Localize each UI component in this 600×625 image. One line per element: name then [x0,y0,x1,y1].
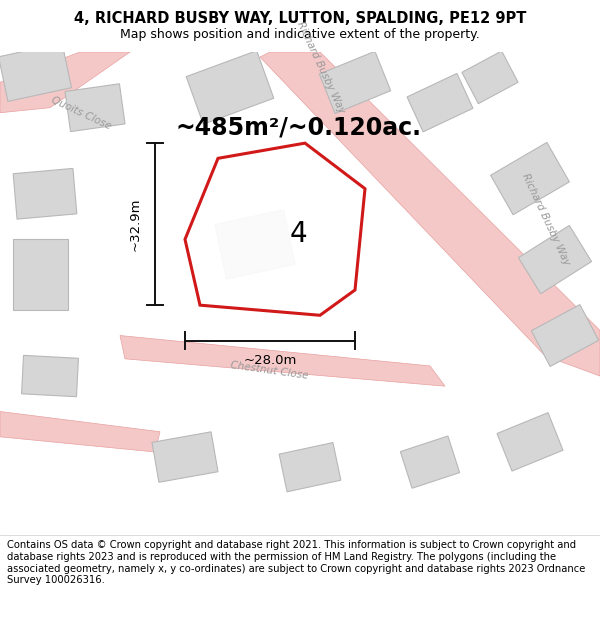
Polygon shape [0,411,160,452]
Text: 4, RICHARD BUSBY WAY, LUTTON, SPALDING, PE12 9PT: 4, RICHARD BUSBY WAY, LUTTON, SPALDING, … [74,11,526,26]
Polygon shape [279,442,341,492]
Polygon shape [407,73,473,132]
Text: ~28.0m: ~28.0m [244,354,296,367]
Polygon shape [532,304,599,366]
Text: Map shows position and indicative extent of the property.: Map shows position and indicative extent… [120,28,480,41]
Polygon shape [497,412,563,471]
Text: 4: 4 [289,220,307,248]
Text: Contains OS data © Crown copyright and database right 2021. This information is : Contains OS data © Crown copyright and d… [7,541,586,585]
Text: Chestnut Close: Chestnut Close [230,361,309,381]
Text: Richard Busby Way: Richard Busby Way [520,171,571,267]
Polygon shape [152,432,218,482]
Polygon shape [185,143,365,315]
Polygon shape [186,51,274,124]
Polygon shape [400,436,460,488]
Text: Richard Busby Way: Richard Busby Way [295,19,346,115]
Polygon shape [260,52,600,376]
Polygon shape [22,356,79,397]
Polygon shape [0,52,130,112]
Polygon shape [65,84,125,132]
Polygon shape [13,168,77,219]
Text: Quoits Close: Quoits Close [50,94,113,131]
Polygon shape [13,239,67,310]
Polygon shape [215,210,295,279]
Polygon shape [518,226,592,294]
Polygon shape [319,51,391,114]
Polygon shape [0,43,71,101]
Polygon shape [462,51,518,104]
Text: ~32.9m: ~32.9m [128,198,142,251]
Polygon shape [491,142,569,215]
Text: ~485m²/~0.120ac.: ~485m²/~0.120ac. [175,116,421,140]
Polygon shape [120,336,445,386]
